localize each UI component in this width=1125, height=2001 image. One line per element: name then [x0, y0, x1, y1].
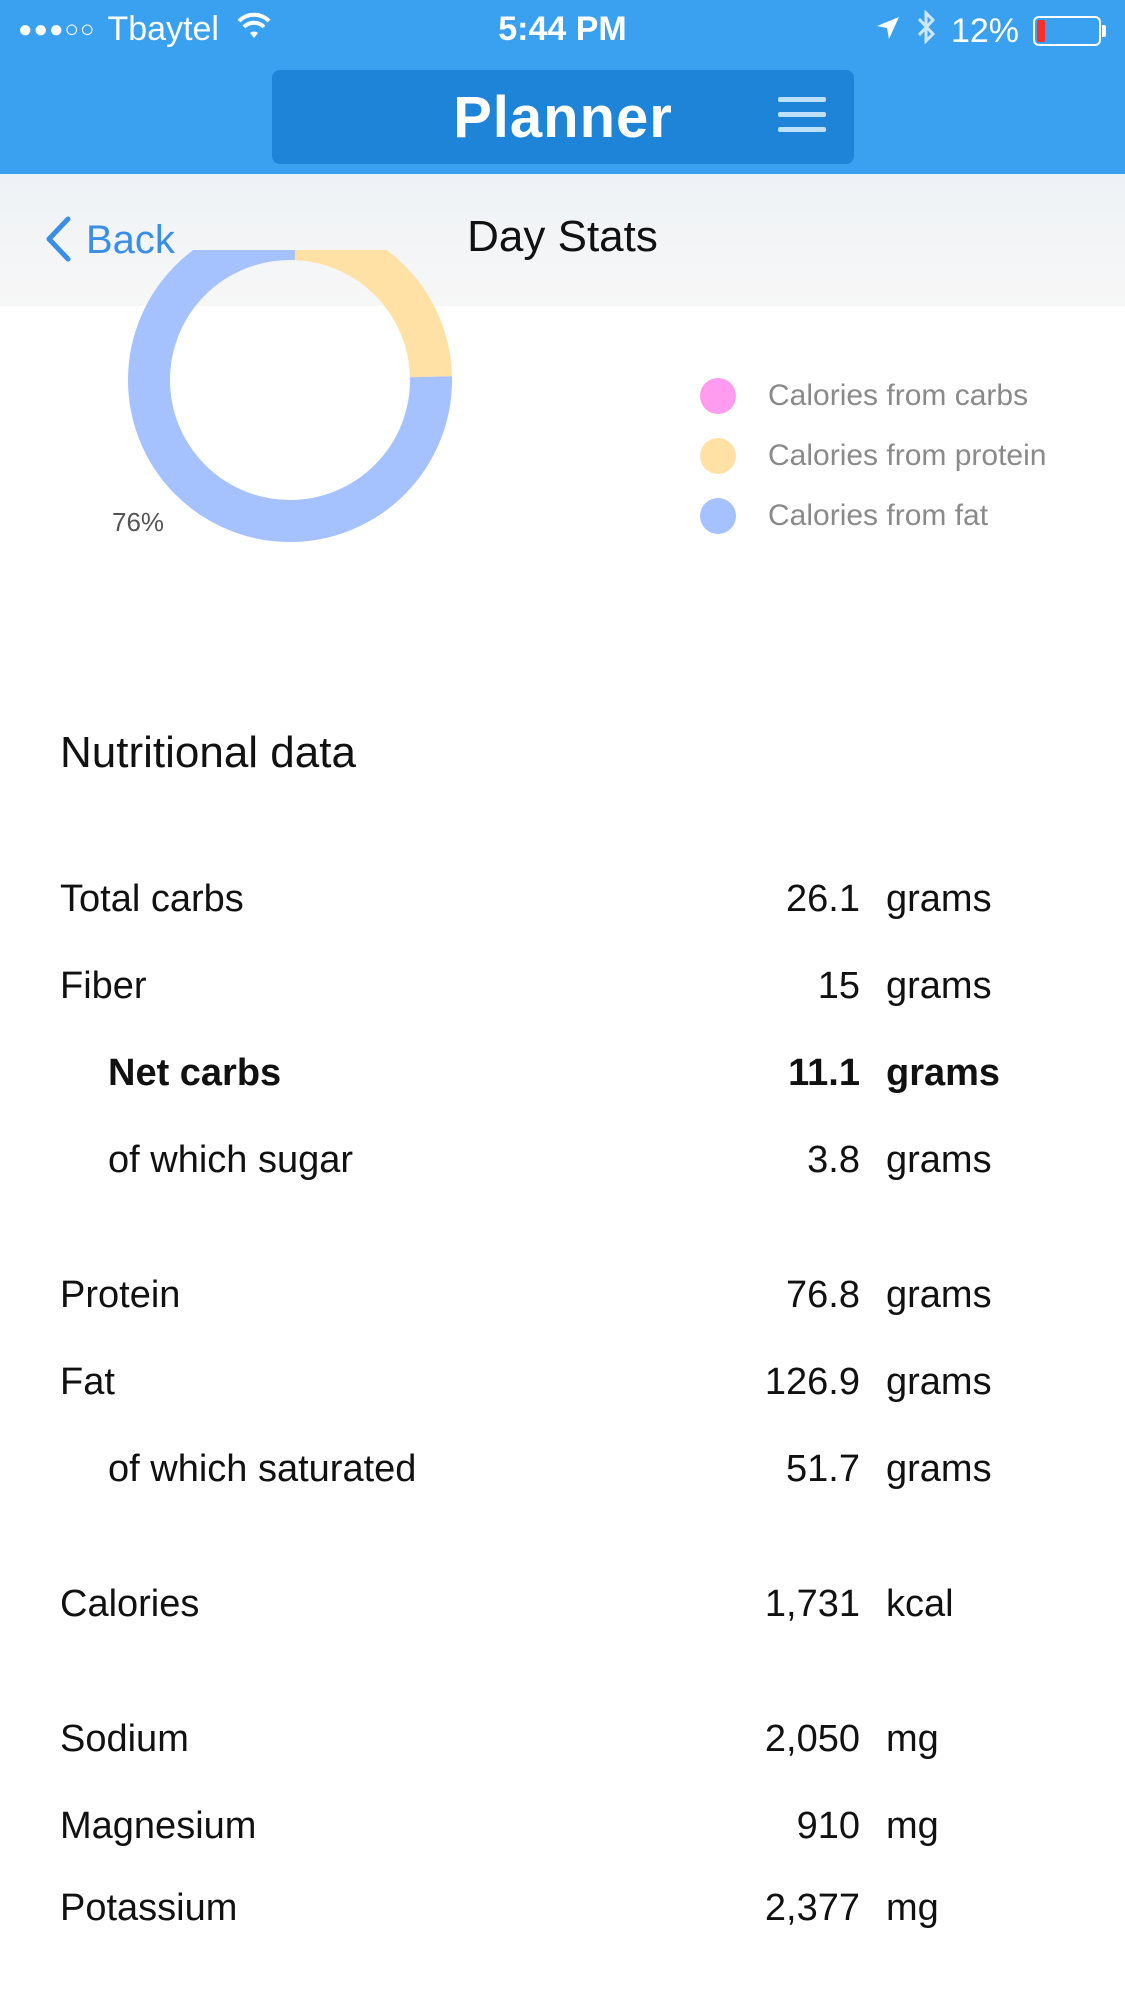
row-unit: grams [886, 1448, 992, 1490]
legend-item-protein: Calories from protein [700, 426, 1046, 486]
row-unit: grams [886, 1361, 992, 1403]
status-time: 5:44 PM [498, 10, 627, 48]
row-value: 51.7 [786, 1448, 860, 1490]
battery-percent: 12% [950, 11, 1019, 50]
nutrition-row-fiber: Fiber 15 grams [60, 957, 1060, 1017]
status-right: 12% [875, 9, 1106, 52]
nutrition-row-net-carbs: Net carbs 11.1 grams [60, 1044, 1060, 1104]
row-label: Fat [60, 1361, 115, 1403]
row-value: 76.8 [786, 1274, 860, 1316]
row-label: Net carbs [108, 1052, 282, 1094]
row-label: Magnesium [60, 1805, 257, 1847]
legend-dot-fat [700, 498, 736, 534]
row-unit: grams [886, 965, 992, 1007]
row-value: 11.1 [788, 1052, 860, 1094]
row-unit: grams [886, 1139, 992, 1181]
row-value: 3.8 [807, 1139, 860, 1181]
row-unit: grams [886, 1052, 1001, 1094]
status-left: ●●●○○ Tbaytel [18, 10, 271, 49]
wifi-icon [237, 12, 271, 48]
donut-slice-calories-from-fat [128, 250, 452, 542]
row-label: Protein [60, 1274, 181, 1316]
carrier-name: Tbaytel [107, 10, 219, 48]
row-label: of which sugar [108, 1139, 354, 1181]
donut-slice-calories-from-protein [294, 250, 452, 378]
back-label: Back [86, 217, 175, 262]
location-arrow-icon [875, 15, 901, 48]
chevron-left-icon [44, 216, 72, 264]
back-button[interactable]: Back [44, 216, 175, 264]
row-unit: kcal [886, 1583, 954, 1625]
signal-strength-icon: ●●●○○ [18, 15, 96, 43]
nutrition-row-sugar: of which sugar 3.8 grams [60, 1131, 1060, 1191]
row-value: 26.1 [786, 878, 860, 920]
row-value: 2,377 [764, 1887, 860, 1929]
page-title: Day Stats [467, 212, 658, 261]
row-unit: mg [886, 1805, 939, 1847]
calorie-donut-chart [128, 250, 452, 542]
legend-dot-carbs [700, 378, 736, 414]
row-unit: mg [886, 1718, 939, 1760]
battery-icon [1033, 16, 1106, 46]
legend-dot-protein [700, 438, 736, 474]
status-bar: ●●●○○ Tbaytel 5:44 PM 12% [0, 0, 1125, 62]
chart-legend: Calories from carbs Calories from protei… [700, 366, 1046, 546]
nutrition-row-sodium: Sodium 2,050 mg [60, 1710, 1060, 1770]
nutrition-row-total-carbs: Total carbs 26.1 grams [60, 870, 1060, 930]
legend-label: Calories from fat [768, 499, 989, 532]
row-value: 2,050 [764, 1718, 860, 1760]
row-unit: grams [886, 1274, 992, 1316]
nutrition-row-potassium: Potassium 2,377 mg [60, 1879, 1060, 1939]
row-value: 910 [796, 1805, 860, 1847]
legend-item-carbs: Calories from carbs [700, 366, 1046, 426]
app-header: ●●●○○ Tbaytel 5:44 PM 12% Planner [0, 0, 1125, 174]
row-unit: mg [886, 1887, 939, 1929]
bluetooth-icon [915, 9, 937, 52]
planner-menu-button[interactable]: Planner [272, 70, 854, 164]
donut-percent-label: 76% [112, 507, 165, 537]
legend-label: Calories from protein [768, 439, 1047, 472]
row-unit: grams [886, 878, 992, 920]
hamburger-menu-icon[interactable] [778, 97, 826, 135]
legend-item-fat: Calories from fat [700, 486, 1046, 546]
row-value: 126.9 [764, 1361, 860, 1403]
section-title: Nutritional data [60, 728, 356, 777]
nutrition-row-magnesium: Magnesium 910 mg [60, 1797, 1060, 1857]
nutrition-row-saturated: of which saturated 51.7 grams [60, 1440, 1060, 1500]
row-value: 1,731 [764, 1583, 860, 1625]
row-label: Calories [60, 1583, 200, 1625]
row-label: Total carbs [60, 878, 244, 920]
row-label: Sodium [60, 1718, 189, 1760]
row-label: Potassium [60, 1887, 238, 1929]
nutrition-row-protein: Protein 76.8 grams [60, 1266, 1060, 1326]
nutrition-row-calories: Calories 1,731 kcal [60, 1575, 1060, 1635]
nutrition-row-fat: Fat 126.9 grams [60, 1353, 1060, 1413]
row-label: of which saturated [108, 1448, 417, 1490]
app-title: Planner [453, 84, 673, 150]
row-label: Fiber [60, 965, 147, 1007]
legend-label: Calories from carbs [768, 379, 1029, 412]
row-value: 15 [817, 965, 860, 1007]
